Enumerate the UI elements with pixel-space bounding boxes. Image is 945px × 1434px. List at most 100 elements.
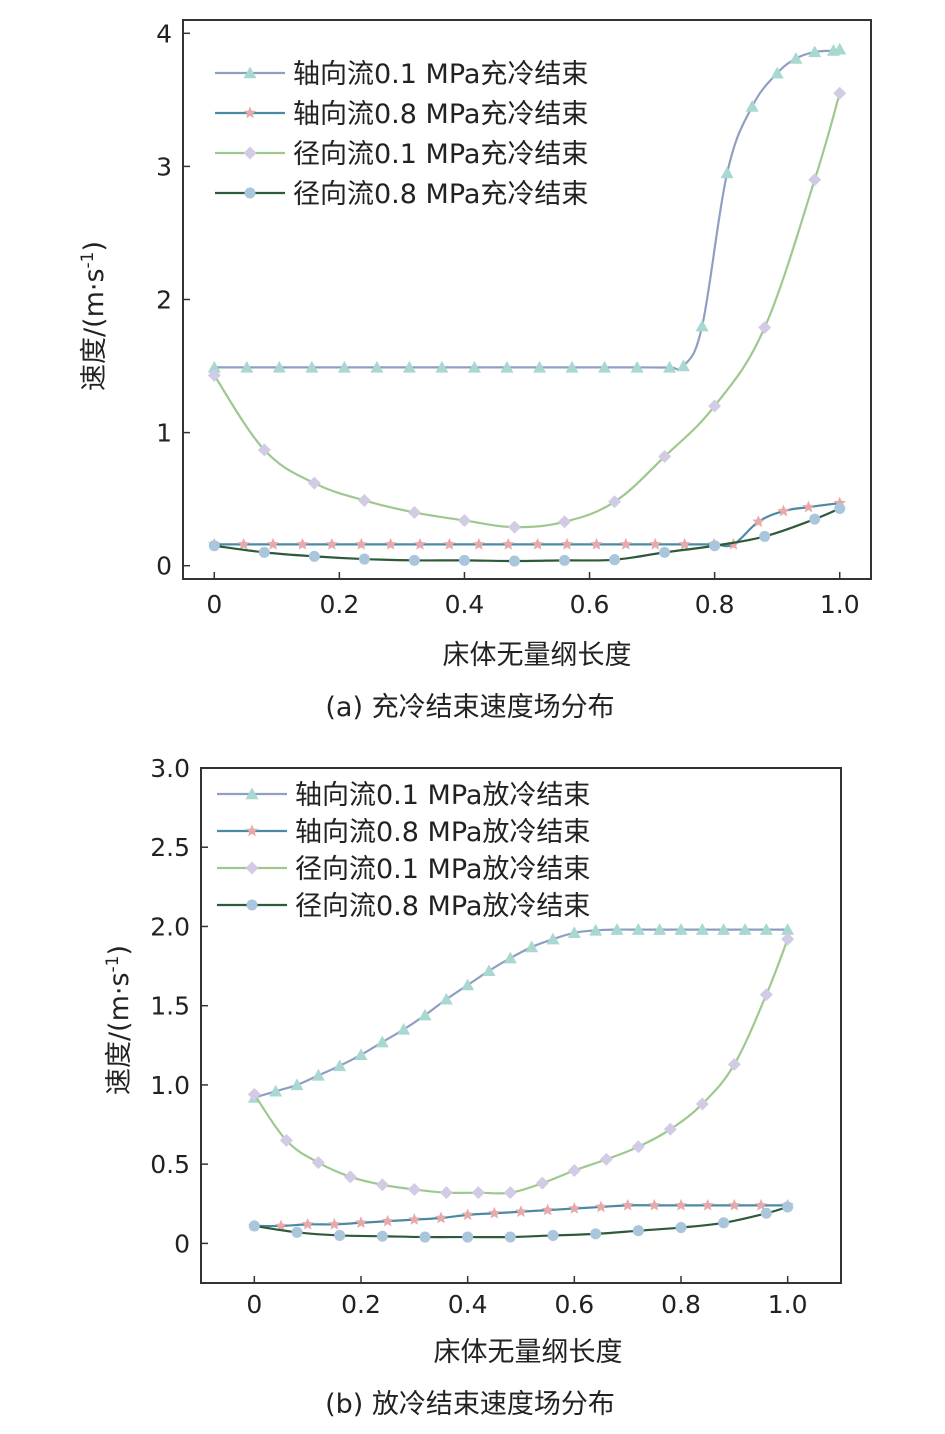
chart-b-xtick-label: 0 [246,1290,262,1319]
chart-a-legend-label: 轴向流0.8 MPa充冷结束 [293,99,588,130]
chart-a-series-2-point [325,537,339,550]
chart-b-series-4-point [419,1231,431,1243]
chart-b-series-3-point [663,1122,677,1136]
chart-b-plot-area [247,923,795,1243]
chart-a-series-1-point [630,360,644,373]
chart-a-series-1 [207,42,847,373]
chart-b-series-4-point [718,1217,730,1229]
chart-a: 0 0.2 0.4 0.6 0.8 1.0 0 1 2 3 4 轴向流0.1 MPa充冷结束轴向流0… [78,19,872,723]
chart-b-series-2-point [568,1202,581,1214]
chart-b-series-1-point [503,951,517,964]
chart-a-series-2-point [237,537,250,550]
chart-b-series-2-point [754,1198,768,1211]
chart-a-series-3-point [507,520,521,534]
chart-a-series-1-point [240,360,254,373]
chart-a-series-4-point [508,555,521,567]
chart-a-series-4-point [408,554,420,566]
chart-a-legend-label: 轴向流0.1 MPa充冷结束 [293,59,588,90]
chart-a-xlabel: 床体无量纲长度 [443,640,632,671]
chart-a-series-2-point [531,537,544,550]
chart-a-series-4-point [834,502,846,514]
chart-b-series-4 [248,1201,794,1243]
chart-a-plot-area [207,42,847,567]
chart-b-series-3-point [311,1156,325,1170]
chart-a-caption: (a) 充冷结束速度场分布 [325,692,614,723]
chart-b-series-1-point [354,1048,368,1061]
chart-a-series-1-point [402,360,416,373]
chart-a-series-1-point [676,359,690,372]
chart-b-series-1-point [482,964,496,977]
chart-a-series-3-point [457,513,471,527]
chart-b-series-4-point [504,1231,516,1243]
chart-a-xtick-label: 1.0 [820,590,860,619]
chart-a-series-1-point [305,360,319,373]
chart-b-series-1-line [254,928,788,1099]
chart-b-series-1-point [567,926,581,938]
chart-a-series-4-point [709,540,721,552]
chart-a-series-1-point [663,360,677,373]
chart-b-series-2-point [434,1211,448,1224]
chart-a-series-2-point [649,537,662,550]
chart-a-series-2-point [560,537,574,550]
chart-b-series-3 [247,932,795,1200]
chart-b-series-2-point [541,1203,554,1216]
chart-a-series-4-point [208,540,220,552]
chart-b-series-3-point [439,1186,453,1200]
chart-a-series-1-point [533,360,547,373]
chart-b-legend-entry-3: 径向流0.1 MPa放冷结束 [217,854,590,885]
chart-a-series-4-point [559,554,571,566]
chart-b-legend-marker [245,787,259,800]
chart-b-series-1-point [311,1068,325,1081]
chart-b-xtick-label: 1.0 [768,1290,808,1319]
chart-a-series-2-point [355,537,368,550]
chart-a-series-1-point [500,360,514,373]
chart-a-series-3-point [708,399,722,413]
chart-a-series-4-point [609,554,621,566]
chart-a-ylabel-sup: -1 [78,252,98,269]
chart-b-series-1-point [290,1078,304,1091]
chart-b-series-2-point [408,1213,421,1225]
chart-b-series-2-point [381,1214,394,1227]
chart-a-legend-marker [243,106,257,119]
chart-a-ytick-label: 1 [156,419,172,448]
chart-b-series-4-point [334,1229,346,1241]
chart-a-series-2-point [472,537,486,550]
chart-a-legend-entry-4: 径向流0.8 MPa充冷结束 [215,179,588,210]
chart-b-series-3-point [567,1163,581,1177]
chart-b-series-2-point [354,1216,368,1229]
chart-a-legend-entry-3: 径向流0.1 MPa充冷结束 [215,139,588,170]
chart-a-series-1-point [272,360,286,373]
chart-b-ytick-label: 3.0 [150,754,190,783]
chart-b-series-3-point [407,1183,421,1197]
chart-b-series-1-point [653,923,667,935]
chart-a-xtick-label: 0.2 [319,590,359,619]
chart-a-series-3-point [758,320,772,334]
chart-b-series-1-point [610,923,624,935]
chart-a-ylabel-close: ) [79,241,110,252]
chart-a-series-2-point [678,537,691,550]
chart-a-series-2-point [443,537,456,550]
chart-b-legend-label: 径向流0.8 MPa放冷结束 [295,891,590,922]
chart-b-series-1-point [333,1059,347,1072]
chart-a-series-4-point [258,546,270,558]
chart-b-series-1-point [269,1084,283,1097]
chart-a-series-3-point [207,368,221,382]
chart-a-legend-marker [244,187,256,199]
chart-a-series-1-point [435,360,449,373]
chart-b-caption: (b) 放冷结束速度场分布 [325,1389,615,1420]
chart-b-ytick-label: 2.0 [150,912,190,941]
chart-b-legend-marker [245,824,259,837]
chart-b-series-3-point [535,1176,549,1190]
chart-a-series-4-point [659,546,671,558]
chart-b-series-3-point [343,1170,357,1184]
chart-a-ytick-label: 2 [156,286,172,315]
chart-a-series-3-point [558,515,572,529]
chart-b-series-1-point [631,923,645,935]
chart-b-series-3-point [759,988,773,1002]
chart-b-legend-entry-2: 轴向流0.8 MPa放冷结束 [217,817,590,848]
chart-a-series-3-point [407,505,421,519]
chart-b-series-2-point [461,1208,474,1221]
chart-b-series-2-point [594,1200,608,1213]
chart-a-series-1-point [720,166,734,179]
